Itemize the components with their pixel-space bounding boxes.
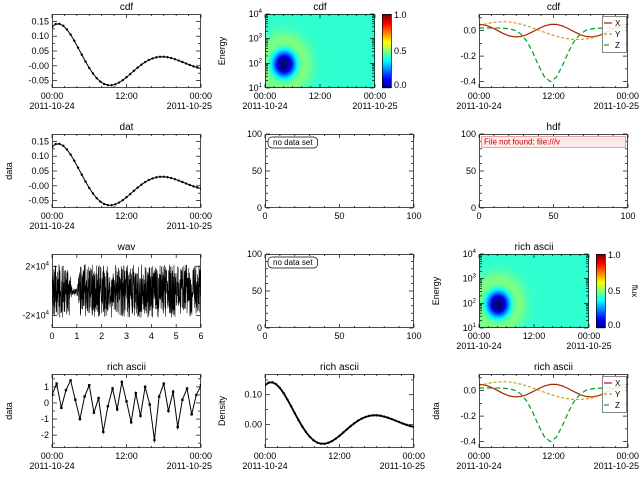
chart-wav-waveform[interactable] — [0, 240, 213, 360]
chart-dat-line[interactable] — [0, 120, 213, 240]
chart-richascii-density[interactable] — [213, 360, 426, 480]
chart-hdf-file-not-found[interactable] — [427, 120, 640, 240]
chart-cdf-line[interactable] — [0, 0, 213, 120]
chart-richascii-line[interactable] — [0, 360, 213, 480]
chart-cdf-spectrogram[interactable] — [213, 0, 426, 120]
chart-richascii-spectrogram[interactable] — [427, 240, 640, 360]
chart-empty-no-data-upper[interactable] — [213, 120, 426, 240]
chart-richascii-vector[interactable] — [427, 360, 640, 480]
chart-cdf-vector[interactable] — [427, 0, 640, 120]
chart-empty-no-data-lower[interactable] — [213, 240, 426, 360]
